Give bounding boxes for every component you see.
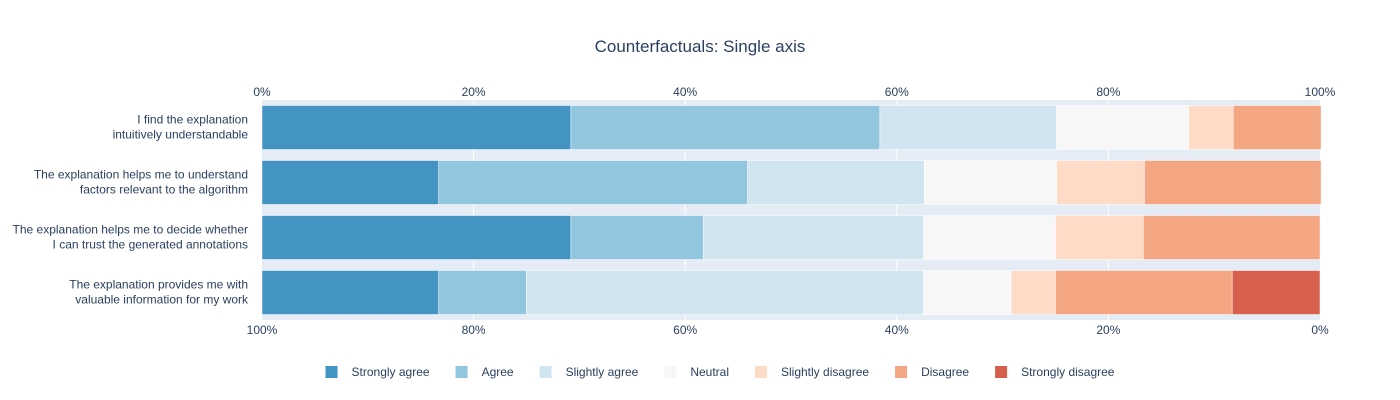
- bar-segment[interactable]: [1056, 105, 1190, 150]
- bar-segment[interactable]: [526, 270, 924, 315]
- bar-segment[interactable]: [1143, 215, 1321, 260]
- top-tick-label: 80%: [1096, 85, 1120, 99]
- bottom-tick-label: 0%: [1311, 323, 1329, 337]
- bar-segment[interactable]: [923, 215, 1056, 260]
- bars: [261, 105, 1322, 315]
- top-tick-label: 0%: [253, 85, 271, 99]
- legend-label: Slightly agree: [566, 365, 639, 379]
- legend-label: Strongly agree: [352, 365, 430, 379]
- bottom-axis-ticks: 100% 80% 60% 40% 20% 0%: [247, 323, 1329, 337]
- legend[interactable]: Strongly agree Agree Slightly agree Neutral…: [325, 365, 1115, 379]
- bar-segment[interactable]: [923, 270, 1012, 315]
- bar-segment[interactable]: [438, 160, 748, 205]
- top-tick-label: 40%: [673, 85, 697, 99]
- bar-segment[interactable]: [570, 215, 704, 260]
- bar-segment[interactable]: [702, 215, 924, 260]
- category-labels: I find the explanation intuitively unders…: [13, 113, 249, 307]
- top-tick-label: 60%: [885, 85, 909, 99]
- legend-label: Slightly disagree: [781, 365, 869, 379]
- bar-segment[interactable]: [1231, 270, 1321, 315]
- bar-segment[interactable]: [570, 105, 881, 150]
- bar-segment[interactable]: [1056, 160, 1145, 205]
- category-label-line: valuable information for my work: [75, 293, 249, 307]
- bottom-tick-label: 40%: [885, 323, 909, 337]
- category-label: The explanation helps me to understand fa…: [34, 168, 248, 197]
- bar-segment[interactable]: [1144, 160, 1322, 205]
- category-label-line: I can trust the generated annotations: [53, 238, 248, 252]
- legend-label: Neutral: [690, 365, 729, 379]
- top-tick-label: 20%: [462, 85, 486, 99]
- legend-item[interactable]: Agree: [455, 365, 514, 379]
- bar-segment[interactable]: [261, 105, 572, 150]
- category-label-line: intuitively understandable: [113, 128, 249, 142]
- bar-segment[interactable]: [261, 160, 439, 205]
- legend-swatch: [895, 366, 908, 378]
- bar-segment[interactable]: [747, 160, 925, 205]
- legend-label: Strongly disagree: [1021, 365, 1115, 379]
- bar-segment[interactable]: [438, 270, 527, 315]
- legend-item[interactable]: Strongly disagree: [995, 365, 1115, 379]
- category-label: I find the explanation intuitively unders…: [113, 113, 249, 142]
- legend-item[interactable]: Neutral: [664, 365, 729, 379]
- legend-item[interactable]: Strongly agree: [325, 365, 430, 379]
- category-label-line: The explanation provides me with: [69, 278, 248, 292]
- category-label-line: factors relevant to the algorithm: [80, 183, 248, 197]
- legend-swatch: [995, 366, 1008, 378]
- bar-segment[interactable]: [1055, 270, 1233, 315]
- legend-swatch: [539, 366, 552, 378]
- bottom-tick-label: 20%: [1096, 323, 1120, 337]
- category-label-line: The explanation helps me to understand: [34, 168, 248, 182]
- legend-label: Agree: [482, 365, 514, 379]
- top-tick-label: 100%: [1305, 85, 1336, 99]
- legend-swatch: [664, 366, 677, 378]
- category-label-line: The explanation helps me to decide wheth…: [13, 223, 248, 237]
- bar-segment[interactable]: [1188, 105, 1234, 150]
- bottom-tick-label: 60%: [673, 323, 697, 337]
- category-label: The explanation helps me to decide wheth…: [13, 223, 248, 252]
- bottom-tick-label: 80%: [462, 323, 486, 337]
- legend-swatch: [755, 366, 767, 378]
- legend-swatch: [325, 366, 338, 378]
- chart-title: Counterfactuals: Single axis: [595, 37, 806, 56]
- bar-segment[interactable]: [261, 215, 572, 260]
- bottom-tick-label: 100%: [247, 323, 278, 337]
- top-axis-ticks: 0% 20% 40% 60% 80% 100%: [253, 85, 1335, 99]
- bar-segment[interactable]: [1055, 215, 1144, 260]
- legend-item[interactable]: Slightly agree: [539, 365, 639, 379]
- category-label-line: I find the explanation: [137, 113, 248, 127]
- category-label: The explanation provides me with valuable…: [69, 278, 249, 307]
- bar-segment[interactable]: [1010, 270, 1056, 315]
- legend-item[interactable]: Slightly disagree: [755, 365, 869, 379]
- bar-segment[interactable]: [879, 105, 1057, 150]
- bar-segment[interactable]: [924, 160, 1057, 205]
- legend-swatch: [455, 366, 468, 378]
- legend-item[interactable]: Disagree: [895, 365, 969, 379]
- legend-label: Disagree: [921, 365, 969, 379]
- bar-segment[interactable]: [261, 270, 439, 315]
- bar-segment[interactable]: [1232, 105, 1322, 150]
